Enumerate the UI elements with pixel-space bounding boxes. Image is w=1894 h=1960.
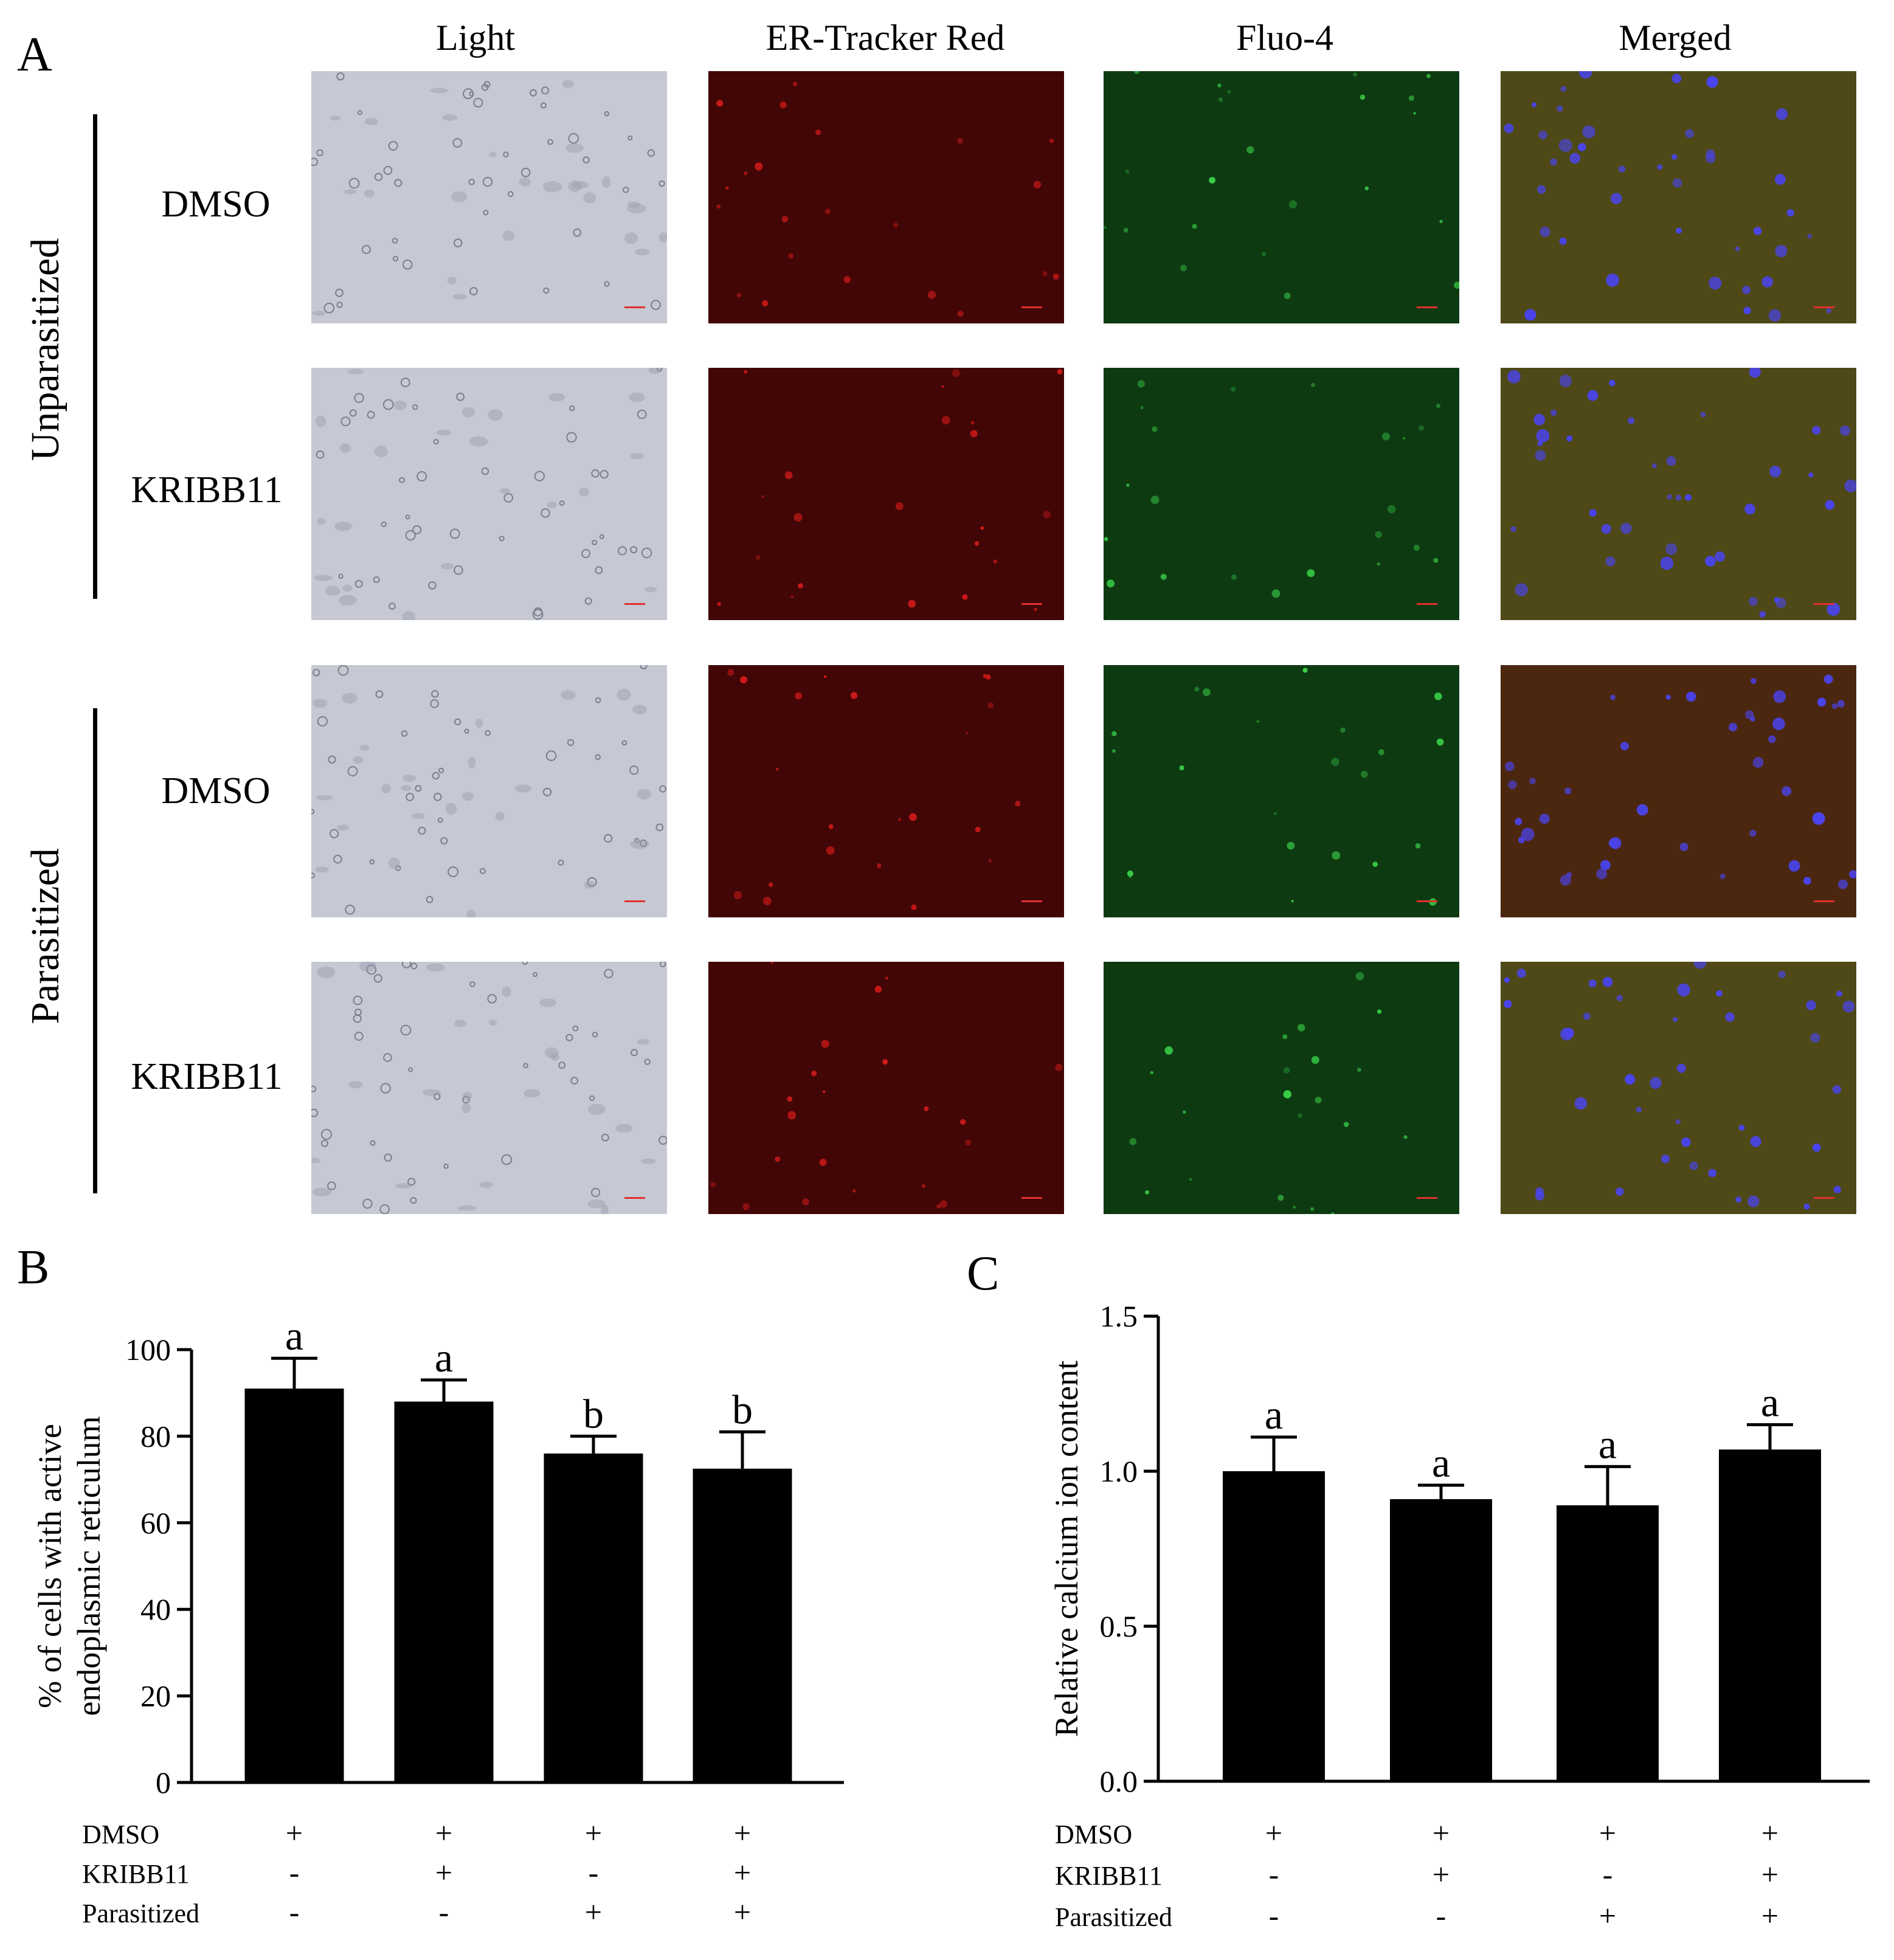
chart-c-treatment-sign: + (1265, 1816, 1282, 1850)
chart-c-bar (1223, 1471, 1325, 1781)
column-header-er-tracker-red: ER-Tracker Red (766, 18, 1005, 58)
chart-b-y-tick-label: 100 (125, 1333, 171, 1367)
chart-c-treatment-sign: + (1761, 1857, 1778, 1891)
column-header-light: Light (436, 18, 515, 58)
row-label-dmso-2: DMSO (161, 770, 271, 812)
chart-c-y-tick-label: 1.5 (1100, 1299, 1138, 1333)
micrograph-unparasitized-kribb11-light (311, 368, 667, 620)
chart-b-treatment-sign: + (585, 1816, 602, 1850)
chart-b-y-axis-label: endoplasmic reticulum (71, 1416, 107, 1716)
chart-b-y-tick-label: 60 (140, 1506, 171, 1540)
chart-b-significance-letter: b (732, 1386, 753, 1432)
chart-c-y-tick-label: 1.0 (1100, 1454, 1138, 1488)
group-label-parasitized: Parasitized (23, 848, 67, 1024)
chart-c-treatment-sign: + (1761, 1899, 1778, 1933)
chart-c-treatment-sign: + (1599, 1816, 1616, 1850)
chart-b-treatment-sign: - (589, 1855, 599, 1889)
group-label-unparasitized: Unparasitized (23, 238, 67, 461)
chart-c-significance-letter: a (1761, 1379, 1779, 1426)
chart-b-treatment-sign: + (286, 1816, 303, 1850)
chart-b-bar (394, 1401, 494, 1782)
chart-b-bar (693, 1468, 792, 1782)
group-bracket-unparasitized (93, 114, 97, 599)
chart-b-significance-letter: a (435, 1334, 453, 1381)
column-header-merged: Merged (1619, 18, 1732, 58)
group-bracket-parasitized (93, 708, 97, 1193)
chart-c-treatment-sign: + (1599, 1899, 1616, 1933)
chart-c-y-axis-label: Relative calcium ion content (1048, 1361, 1085, 1737)
micrograph-parasitized-kribb11-merged (1501, 962, 1856, 1214)
chart-b-y-tick-label: 40 (140, 1592, 171, 1626)
panel-label-a: A (17, 28, 52, 81)
micrograph-unparasitized-kribb11-er-red (708, 368, 1064, 620)
chart-b-treatment-sign: + (734, 1895, 751, 1929)
micrograph-unparasitized-dmso-er-red (708, 71, 1064, 323)
chart-c-treatment-sign: - (1269, 1857, 1279, 1891)
chart-c-significance-letter: a (1265, 1392, 1283, 1438)
chart-c-treatment-sign: + (1433, 1816, 1450, 1850)
chart-b-bar (244, 1389, 344, 1782)
micrograph-unparasitized-dmso-merged (1501, 71, 1856, 323)
chart-b-treatment-sign: + (734, 1855, 751, 1889)
chart-c-y-tick-label: 0.0 (1100, 1764, 1138, 1798)
micrograph-parasitized-kribb11-er-red (708, 962, 1064, 1214)
chart-b-treatment-sign: - (439, 1895, 449, 1929)
panel-label-c: C (967, 1247, 1000, 1300)
chart-c-bar (1390, 1499, 1492, 1781)
micrograph-parasitized-kribb11-fluo4 (1104, 962, 1459, 1214)
chart-b-y-tick-label: 20 (140, 1679, 171, 1713)
chart-c-treatment-label: KRIBB11 (1055, 1861, 1163, 1891)
chart-c-treatment-sign: - (1603, 1857, 1613, 1891)
chart-c-treatment-sign: - (1269, 1899, 1279, 1933)
panel-label-b: B (17, 1241, 50, 1294)
chart-b-y-tick-label: 0 (156, 1765, 171, 1800)
chart-b-treatment-label: DMSO (82, 1820, 159, 1849)
micrograph-parasitized-kribb11-light (311, 962, 667, 1214)
chart-b-treatment-label: Parasitized (82, 1899, 199, 1928)
micrograph-unparasitized-dmso-light (311, 71, 667, 323)
row-label-kribb11-2: KRIBB11 (131, 1056, 283, 1097)
chart-c-significance-letter: a (1598, 1421, 1617, 1467)
chart-c-treatment-sign: - (1436, 1899, 1446, 1933)
chart-c-treatment-sign: + (1761, 1816, 1778, 1850)
micrograph-unparasitized-dmso-fluo4 (1104, 71, 1459, 323)
chart-c-bar (1557, 1505, 1659, 1781)
row-label-dmso-1: DMSO (161, 184, 271, 225)
chart-b-significance-letter: b (583, 1390, 604, 1437)
chart-b-bar (544, 1453, 643, 1782)
micrograph-parasitized-dmso-er-red (708, 665, 1064, 917)
column-header-fluo-4: Fluo-4 (1236, 18, 1334, 58)
chart-b-cells-active-er: 0 20 40 60 80 100 % of cells with active endopl… (32, 1313, 844, 1929)
chart-c-y-tick-label: 0.5 (1100, 1609, 1138, 1643)
chart-b-treatment-sign: + (585, 1895, 602, 1929)
chart-c-treatment-label: Parasitized (1055, 1902, 1172, 1932)
row-label-kribb11-1: KRIBB11 (131, 469, 283, 511)
micrograph-parasitized-dmso-merged (1501, 665, 1856, 917)
chart-c-treatment-sign: + (1433, 1857, 1450, 1891)
chart-b-treatment-sign: + (435, 1816, 452, 1850)
micrograph-unparasitized-kribb11-merged (1501, 368, 1856, 620)
chart-b-treatment-sign: + (734, 1816, 751, 1850)
chart-b-treatment-sign: + (435, 1855, 452, 1889)
chart-b-significance-letter: a (285, 1313, 303, 1359)
chart-c-relative-calcium: 0.0 0.5 1.0 1.5 Relative calcium ion content… (1048, 1299, 1870, 1933)
chart-c-bar (1719, 1449, 1821, 1781)
chart-b-treatment-sign: - (289, 1895, 300, 1929)
chart-b-y-axis-label: % of cells with active (32, 1424, 68, 1708)
micrograph-unparasitized-kribb11-fluo4 (1104, 368, 1459, 620)
chart-c-significance-letter: a (1432, 1440, 1450, 1486)
chart-c-treatment-label: DMSO (1055, 1820, 1132, 1849)
micrograph-parasitized-dmso-fluo4 (1104, 665, 1459, 917)
chart-b-y-tick-label: 80 (140, 1419, 171, 1453)
micrograph-parasitized-dmso-light (311, 665, 667, 917)
chart-b-treatment-sign: - (289, 1855, 300, 1889)
chart-b-treatment-label: KRIBB11 (82, 1859, 190, 1889)
